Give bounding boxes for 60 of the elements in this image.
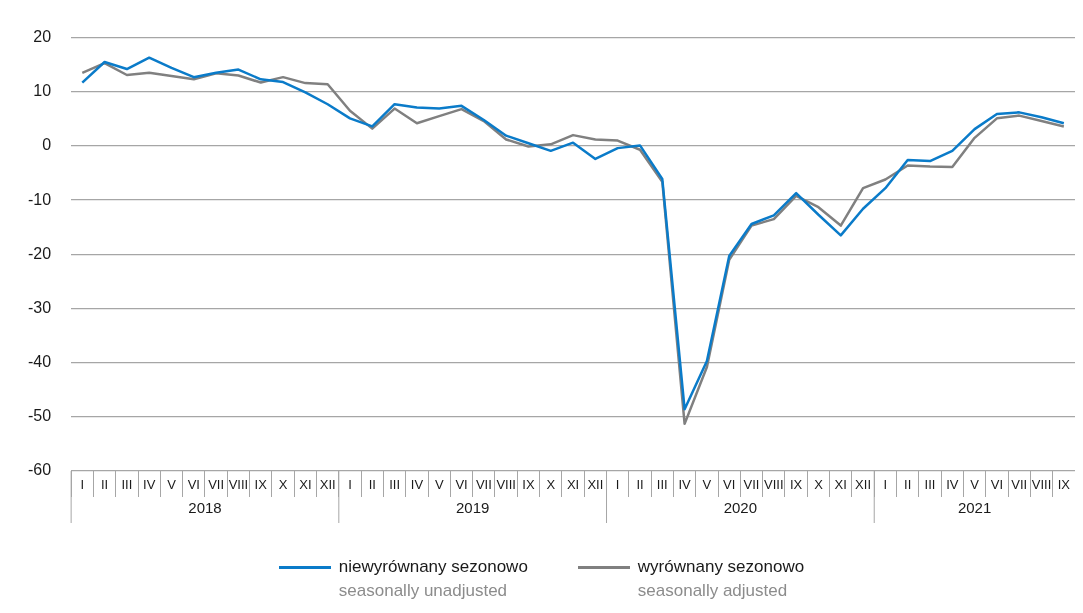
x-tick-label: IV <box>410 476 424 492</box>
x-tick-label: XII <box>587 476 604 492</box>
x-tick-label: VI <box>723 476 736 492</box>
x-tick-label: III <box>656 476 668 492</box>
text: 2021 <box>957 499 992 517</box>
x-tick-label: V <box>702 476 712 492</box>
x-tick-label: II <box>368 476 376 492</box>
y-tick-label: -20 <box>28 244 52 262</box>
x-tick-label: I <box>883 476 888 492</box>
x-tick-label: II <box>636 476 644 492</box>
x-tick-label: VI <box>990 476 1004 492</box>
x-tick-label: III <box>121 476 133 492</box>
text: 2018 <box>188 499 222 517</box>
x-tick-label: I <box>615 476 620 492</box>
x-tick-label: IX <box>522 476 535 492</box>
x-tick-label: VII <box>743 476 760 492</box>
x-tick-label: XI <box>299 476 312 492</box>
x-tick-label: XI <box>834 476 847 492</box>
x-tick-label: V <box>970 476 980 492</box>
y-tick-label: -40 <box>28 353 52 371</box>
x-tick-label: VII <box>208 476 225 492</box>
x-tick-label: VIII <box>496 476 516 492</box>
x-tick-label: VI <box>455 476 468 492</box>
x-tick-label: X <box>814 476 824 492</box>
legend-label: niewyrównany sezonowo seasonally unadjusted <box>338 556 528 602</box>
x-tick-label: III <box>924 476 936 492</box>
x-tick-label: I <box>348 476 352 492</box>
x-tick-label: VII <box>1011 476 1028 492</box>
x-tick-label: X <box>278 476 288 492</box>
x-tick-label: XI <box>566 476 580 492</box>
x-tick-label: VII <box>475 476 492 492</box>
x-tick-label: X <box>546 476 556 492</box>
x-tick-label: VI <box>187 476 200 492</box>
x-tick-label: III <box>389 476 401 492</box>
x-tick-label: VIII <box>764 476 784 492</box>
y-tick-label: -50 <box>28 407 52 425</box>
x-tick-label: VIII <box>228 476 249 492</box>
y-tick-label: -60 <box>28 461 52 479</box>
x-tick-label: XII <box>319 476 336 492</box>
y-tick-label: -10 <box>28 190 52 208</box>
x-tick-label: II <box>904 476 912 492</box>
x-tick-label: IV <box>143 476 156 492</box>
x-tick-label: IX <box>254 476 268 492</box>
y-tick-label: 10 <box>33 82 52 100</box>
y-tick-label: -30 <box>28 298 52 316</box>
x-tick-label: V <box>434 476 444 492</box>
x-tick-label: IX <box>790 476 803 492</box>
x-tick-label: V <box>167 476 177 492</box>
text: 2019 <box>455 499 490 517</box>
x-tick-label: IX <box>1057 476 1071 492</box>
legend-label: wyrównany sezonowo seasonally adjusted <box>637 556 805 602</box>
x-tick-label: IV <box>678 476 692 492</box>
x-tick-label: XII <box>855 476 872 492</box>
x-tick-label: II <box>100 476 109 492</box>
y-tick-label: 20 <box>33 28 52 46</box>
x-tick-label: I <box>80 476 85 492</box>
y-tick-label: 0 <box>42 136 52 154</box>
x-tick-label: VIII <box>1031 476 1052 492</box>
text: 2020 <box>723 499 758 517</box>
x-tick-label: IV <box>946 476 959 492</box>
